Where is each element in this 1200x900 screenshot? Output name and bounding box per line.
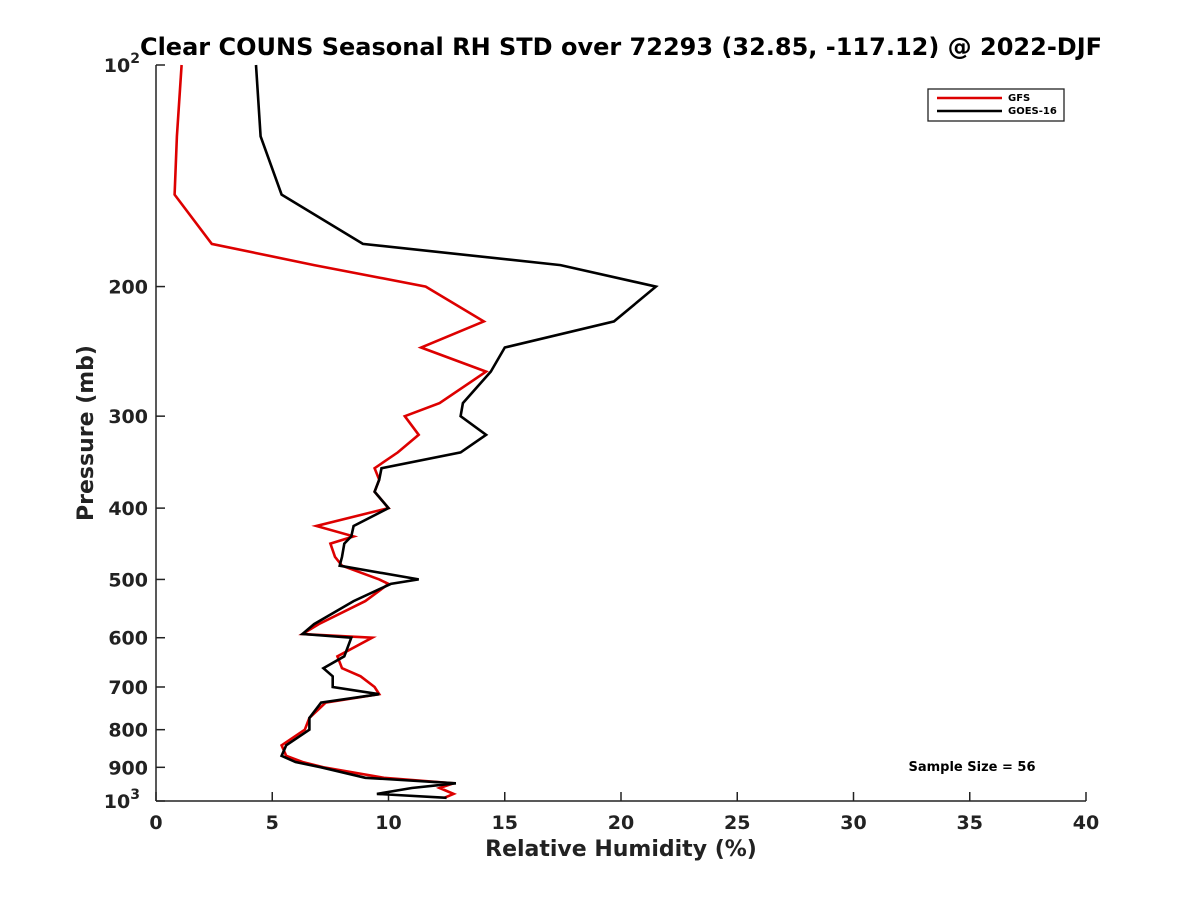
y-tick-exponent: 3	[130, 787, 140, 803]
x-tick-label: 30	[840, 812, 866, 834]
y-tick-label: 900	[108, 757, 148, 779]
plot-area	[155, 65, 1086, 802]
x-ticks: 0 5 10 15 20 25 30 35 40	[149, 792, 1099, 834]
y-tick-label: 200	[108, 277, 148, 299]
x-tick-label: 10	[375, 812, 401, 834]
y-tick-label: 300	[108, 406, 148, 428]
chart-title: Clear COUNS Seasonal RH STD over 72293 (…	[140, 33, 1102, 61]
y-ticks: 102 200 300 400 500 600 700 800 900 103	[104, 51, 165, 813]
x-axis-label: Relative Humidity (%)	[485, 837, 757, 862]
series-line-gfs	[173, 64, 489, 799]
y-tick-label: 103	[104, 787, 140, 813]
legend-box	[927, 88, 1065, 122]
y-tick-exponent: 2	[130, 51, 140, 67]
y-tick-label: 700	[108, 677, 148, 699]
x-tick-label: 5	[266, 812, 279, 834]
legend: GFS GOES-16	[927, 88, 1065, 122]
x-tick-label: 0	[149, 812, 162, 834]
x-tick-label: 20	[608, 812, 634, 834]
x-tick-label: 40	[1073, 812, 1099, 834]
legend-label-gfs: GFS	[1008, 93, 1030, 104]
x-tick-label: 35	[957, 812, 983, 834]
y-tick-label: 800	[108, 720, 148, 742]
y-tick-label: 600	[108, 628, 148, 650]
legend-label-goes16: GOES-16	[1008, 106, 1057, 117]
series-layer	[173, 64, 659, 800]
y-tick-label: 102	[104, 51, 140, 77]
series-line-goes16	[254, 64, 659, 800]
y-tick-label: 500	[108, 569, 148, 591]
x-tick-label: 25	[724, 812, 750, 834]
x-tick-label: 15	[492, 812, 518, 834]
sample-size-annotation: Sample Size = 56	[908, 760, 1035, 775]
y-tick-label: 400	[108, 498, 148, 520]
y-axis-label: Pressure (mb)	[74, 345, 99, 521]
